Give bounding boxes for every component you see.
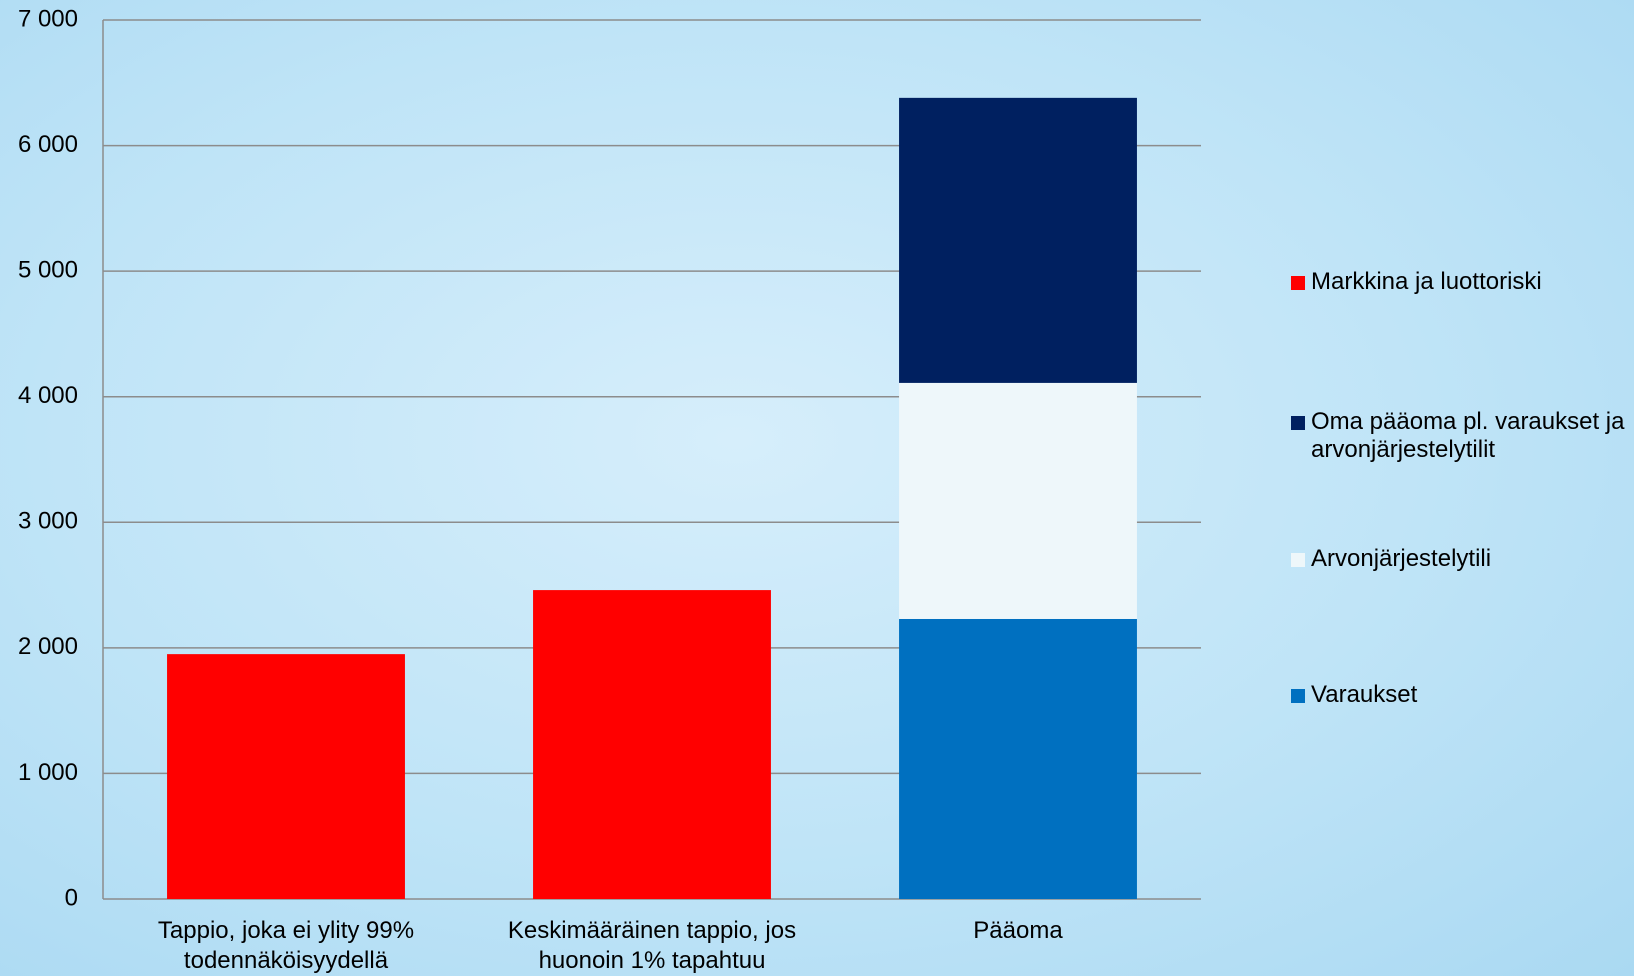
x-tick-label: Tappio, joka ei ylity 99% todennäköisyyd… (157, 917, 415, 974)
y-tick-label: 5 000 (18, 256, 78, 283)
legend-swatch (1291, 276, 1305, 290)
bar-segment (899, 618, 1137, 899)
legend-label: Varaukset (1311, 681, 1418, 708)
y-tick-label: 0 (65, 884, 78, 911)
bar-segment (899, 382, 1137, 619)
y-tick-label: 3 000 (18, 508, 78, 535)
legend-entry: Varaukset (1291, 681, 1634, 709)
x-tick-label: Keskimääräinen tappio, jos huonoin 1% ta… (507, 917, 797, 974)
bar-segment (167, 654, 405, 899)
legend-swatch (1291, 689, 1305, 703)
legend-swatch (1291, 416, 1305, 430)
legend-label: Markkina ja luottoriski (1311, 268, 1542, 295)
legend-label: Oma pääoma pl. varaukset ja arvonjärjest… (1311, 408, 1625, 463)
legend-label: Arvonjärjestelytili (1311, 545, 1492, 572)
y-tick-label: 6 000 (18, 131, 78, 158)
legend-entry: Arvonjärjestelytili (1291, 545, 1634, 573)
y-tick-label: 4 000 (18, 382, 78, 409)
y-tick-label: 2 000 (18, 633, 78, 660)
legend-swatch (1291, 553, 1305, 567)
bar-segment (899, 97, 1137, 383)
legend-entry: Oma pääoma pl. varaukset ja arvonjärjest… (1291, 408, 1634, 464)
bar-segment (533, 590, 771, 899)
y-tick-label: 7 000 (18, 5, 78, 32)
y-tick-label: 1 000 (18, 759, 78, 786)
legend-entry: Markkina ja luottoriski (1291, 268, 1634, 296)
x-tick-label: Pääoma (973, 917, 1063, 944)
